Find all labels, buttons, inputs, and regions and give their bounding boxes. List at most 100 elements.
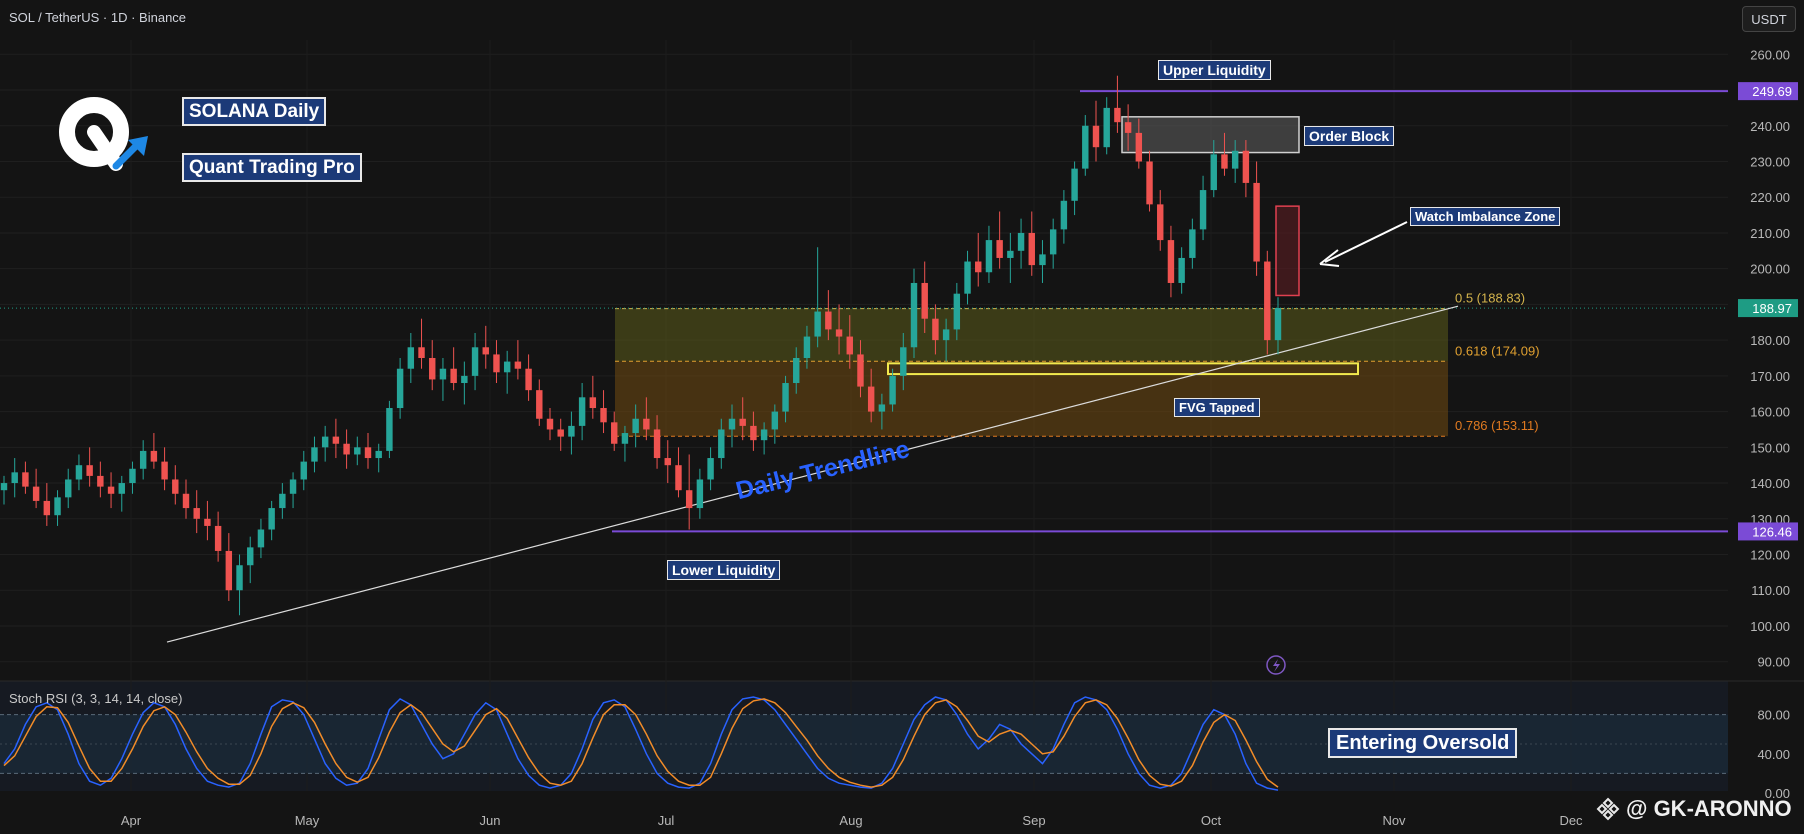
candle-body (835, 329, 843, 337)
candle-body (707, 458, 714, 480)
candle-body (1060, 200, 1068, 230)
candle-body (600, 408, 607, 423)
x-tick-label: May (295, 813, 320, 828)
candle-body (450, 368, 457, 384)
candle-body (921, 282, 928, 319)
candle-body (161, 461, 168, 480)
candle-body (739, 418, 746, 426)
fib-level-label: 0.618 (174.09) (1455, 343, 1540, 358)
candle-body (439, 368, 447, 380)
candle-body (343, 443, 350, 455)
price-tag-bg (1738, 522, 1798, 541)
y-tick-label: 160.00 (1750, 405, 1790, 420)
candle-body (86, 465, 93, 476)
upper-liquidity-label: Upper Liquidity (1158, 60, 1271, 80)
y-tick-label: 170.00 (1750, 369, 1790, 384)
fvg-box (887, 362, 1359, 376)
candle-body (1157, 204, 1164, 241)
candle-body (975, 261, 982, 273)
y-tick-label: 120.00 (1750, 548, 1790, 563)
y-tick-label: 180.00 (1750, 333, 1790, 348)
stoch-tick-label: 40.00 (1757, 747, 1790, 762)
candle-body (857, 354, 864, 387)
candle-body (1178, 257, 1185, 283)
watermark-text: @ GK-ARONNO (1626, 796, 1792, 821)
candle-body (461, 375, 468, 384)
candle-body (1082, 125, 1089, 169)
fib-level-label: 0.5 (188.83) (1455, 291, 1525, 306)
candle-body (900, 347, 907, 376)
candle-body (364, 447, 372, 459)
candle-body (878, 404, 886, 412)
candle-body (1039, 254, 1046, 266)
x-tick-label: Oct (1201, 813, 1222, 828)
stoch-tick-label: 0.00 (1765, 786, 1790, 801)
candle-body (1274, 307, 1282, 341)
candle-body (311, 447, 318, 462)
candle-body (118, 483, 125, 494)
candle-body (268, 508, 275, 530)
candle-body (236, 565, 243, 591)
candle-body (964, 261, 971, 294)
candles-layer (0, 75, 1282, 616)
candle-body (1007, 250, 1014, 258)
candle-body (0, 483, 8, 491)
candle-body (1199, 190, 1207, 230)
candle-body (1221, 154, 1228, 169)
candle-body (675, 465, 682, 491)
x-tick-label: Jul (658, 813, 675, 828)
candle-body (996, 240, 1003, 258)
lightning-icon (1266, 655, 1286, 675)
candle-body (471, 347, 479, 376)
candle-body (953, 293, 961, 330)
y-tick-label: 100.00 (1750, 619, 1790, 634)
y-tick-label: 90.00 (1757, 655, 1790, 670)
candle-body (75, 465, 83, 480)
candle-body (1049, 229, 1057, 255)
candle-body (525, 368, 532, 391)
candle-body (11, 472, 18, 484)
candle-body (1264, 261, 1271, 341)
candle-body (771, 411, 779, 430)
price-tag: 249.69 (1752, 84, 1792, 99)
candle-body (568, 425, 575, 437)
candle-body (825, 311, 832, 330)
candle-body (557, 429, 564, 437)
candle-body (728, 418, 736, 430)
candle-body (536, 390, 543, 419)
candle-body (760, 429, 768, 441)
candle-body (247, 547, 254, 566)
currency-button[interactable]: USDT (1742, 6, 1796, 32)
y-tick-label: 240.00 (1750, 119, 1790, 134)
price-tag: 188.97 (1752, 301, 1792, 316)
candle-body (1146, 161, 1153, 205)
price-tag-bg (1738, 82, 1798, 101)
candle-body (493, 354, 500, 373)
candle-body (814, 311, 821, 337)
candle-body (172, 479, 179, 494)
brand-title: SOLANA Daily (182, 97, 327, 126)
quant-logo-icon (59, 97, 148, 171)
candle-body (139, 450, 147, 469)
candle-body (803, 336, 811, 358)
brand-subtitle: Quant Trading Pro (182, 153, 362, 182)
candle-body (985, 240, 993, 273)
stoch-tick-label: 80.00 (1757, 708, 1790, 723)
candle-body (1135, 132, 1143, 162)
candle-body (193, 508, 200, 519)
x-tick-label: Nov (1382, 813, 1406, 828)
fib-level-label: 0.786 (153.11) (1455, 418, 1539, 433)
candle-body (632, 418, 639, 434)
y-tick-label: 220.00 (1750, 190, 1790, 205)
candle-body (65, 479, 72, 498)
candle-body (407, 347, 415, 369)
candle-body (386, 408, 393, 451)
candle-body (503, 361, 511, 373)
candle-body (150, 450, 158, 462)
stoch-d-line (3, 698, 1279, 788)
candle-body (653, 429, 661, 459)
candle-body (354, 447, 361, 455)
candle-body (718, 429, 725, 459)
candle-body (1028, 232, 1035, 266)
